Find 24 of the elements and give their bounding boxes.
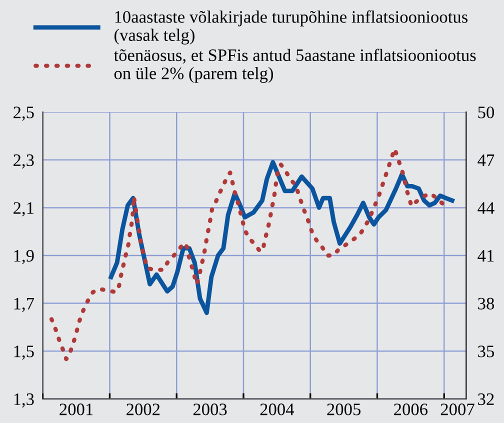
- legend-label: 10aastaste võlakirjade turupõhine inflatsiooniootus (vasak telg): [114, 10, 468, 45]
- y2-tick-label: 47: [478, 154, 494, 166]
- x-tick-label: 2007: [440, 404, 474, 416]
- y-tick-label: 2,3: [14, 154, 34, 169]
- x-tick-label: 2005: [327, 404, 360, 416]
- line-series: [108, 160, 454, 316]
- y2-tick-label: 50: [478, 106, 494, 118]
- y-tick-label: 1,3: [14, 393, 34, 408]
- y2-tick-label: 41: [478, 250, 494, 262]
- y2-tick-label: 35: [478, 346, 494, 358]
- legend-label: tõenäosus, et SPFis antud 5aastane inflatsiooniootus on üle 2% (parem telg): [114, 48, 476, 83]
- x-tick-label: 2006: [394, 404, 428, 416]
- y-tick-label: 1,5: [14, 346, 34, 360]
- y-tick-label: 1,7: [14, 298, 34, 312]
- y2-tick-label: 38: [478, 298, 494, 310]
- y-tick-label: 2,5: [14, 106, 34, 121]
- x-tick-label: 2003: [193, 404, 227, 416]
- x-tick-label: 2004: [260, 404, 294, 416]
- x-tick-label: 2001: [60, 404, 93, 416]
- y2-tick-label: 44: [478, 202, 494, 214]
- y-tick-label: 2,1: [14, 202, 34, 216]
- y-tick-label: 1,9: [14, 250, 34, 264]
- x-tick-label: 2002: [126, 404, 160, 416]
- y2-tick-label: 32: [478, 393, 494, 406]
